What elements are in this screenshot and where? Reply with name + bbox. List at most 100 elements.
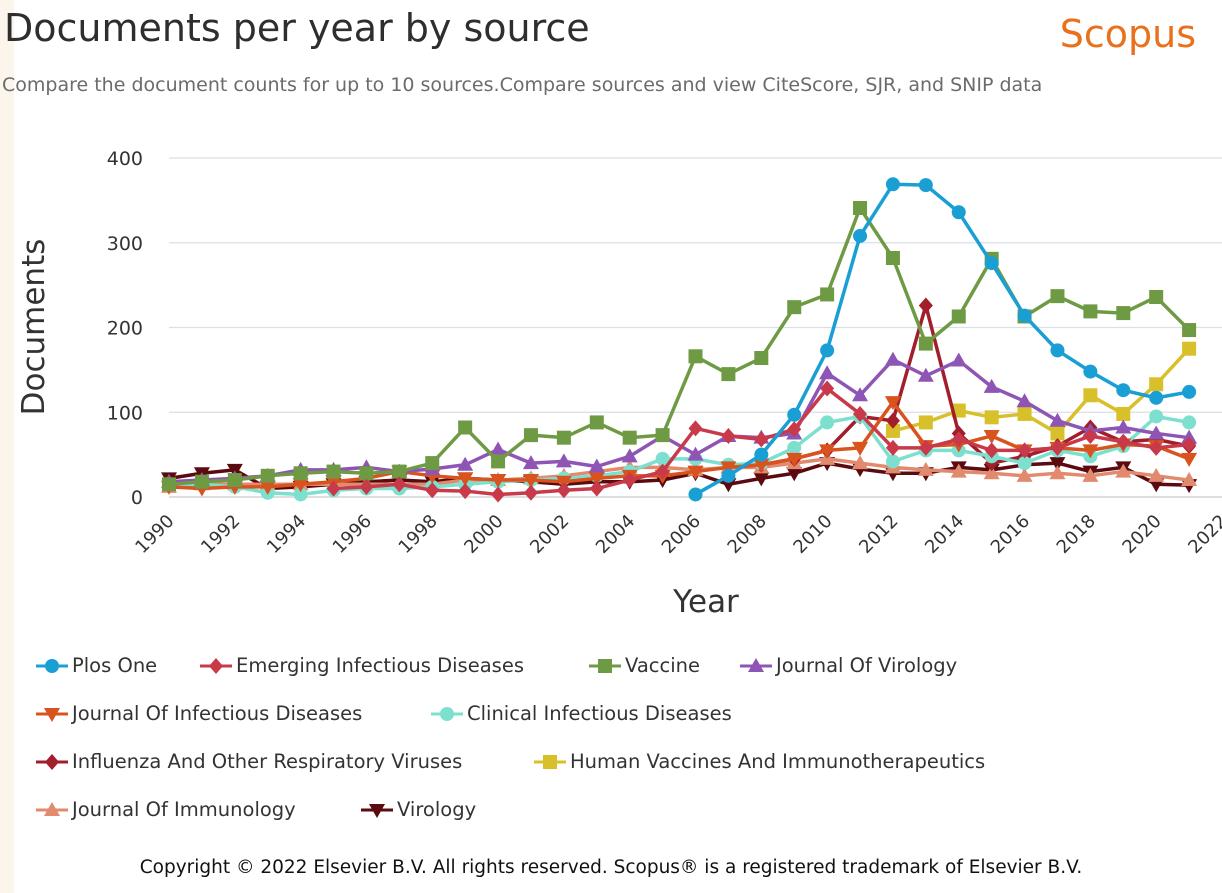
y-tick-label: 400: [107, 148, 143, 170]
data-point-vaccine: [491, 454, 506, 469]
x-tick-label: 2018: [1053, 511, 1100, 558]
legend-label: Journal Of Immunology: [72, 798, 296, 821]
data-point-emerging-infectious-diseases: [951, 431, 966, 448]
series-line-human-vaccines-and-immunotherapeutics: [892, 347, 1191, 436]
y-axis-label: Documents: [16, 239, 52, 416]
data-point-plos-one: [1182, 384, 1197, 399]
data-point-journal-of-infectious-diseases: [852, 441, 869, 456]
data-point-journal-of-virology: [884, 351, 901, 366]
data-point-plos-one: [1149, 390, 1164, 405]
data-point-clinical-infectious-diseases: [655, 451, 670, 466]
data-point-emerging-infectious-diseases: [1182, 436, 1197, 453]
data-point-emerging-infectious-diseases: [425, 482, 440, 499]
data-point-virology: [1049, 457, 1066, 472]
legend-item-vaccine[interactable]: Vaccine: [589, 654, 700, 677]
x-tick-label: 2014: [921, 511, 968, 558]
legend-swatch-marker: [44, 801, 60, 816]
data-point-emerging-infectious-diseases: [853, 405, 868, 422]
legend-label: Journal Of Infectious Diseases: [72, 702, 363, 725]
data-point-human-vaccines-and-immunotherapeutics: [918, 415, 933, 430]
legend-swatch: [36, 753, 68, 770]
data-point-journal-of-virology: [457, 456, 474, 471]
data-point-clinical-infectious-diseases: [1182, 415, 1197, 430]
data-point-journal-of-virology: [522, 455, 539, 470]
data-point-plos-one: [721, 468, 736, 483]
data-point-emerging-infectious-diseases: [984, 442, 999, 459]
data-point-emerging-infectious-diseases: [918, 439, 933, 456]
y-tick-label: 200: [107, 318, 143, 340]
data-point-vaccine: [556, 430, 571, 445]
legend-label: Human Vaccines And Immunotherapeutics: [570, 750, 986, 773]
data-point-human-vaccines-and-immunotherapeutics: [1149, 377, 1164, 392]
data-point-journal-of-infectious-diseases: [292, 478, 309, 493]
series-line-vaccine: [168, 206, 1191, 487]
legend-item-human-vaccines-and-immunotherapeutics[interactable]: Human Vaccines And Immunotherapeutics: [534, 750, 985, 773]
legend-item-influenza-and-other-respiratory-viruses[interactable]: Influenza And Other Respiratory Viruses: [36, 750, 462, 773]
data-point-plos-one: [787, 407, 802, 422]
x-tick-label: 2006: [658, 511, 705, 558]
data-point-journal-of-immunology: [1082, 467, 1099, 482]
data-point-journal-of-virology: [1115, 419, 1132, 434]
data-point-vaccine: [1149, 289, 1164, 304]
data-point-vaccine: [1116, 306, 1131, 321]
legend-swatch: [200, 657, 232, 674]
scopus-logo[interactable]: Scopus: [1059, 12, 1196, 56]
x-tick-label: 2010: [789, 511, 836, 558]
data-point-journal-of-immunology: [1115, 463, 1132, 478]
legend-item-clinical-infectious-diseases[interactable]: Clinical Infectious Diseases: [431, 702, 732, 725]
data-point-vaccine: [853, 201, 868, 216]
legend-item-virology[interactable]: Virology: [361, 798, 476, 821]
legend-swatch-marker: [45, 658, 59, 673]
legend-swatch-marker: [369, 803, 385, 818]
data-point-emerging-infectious-diseases: [622, 472, 637, 489]
data-point-vaccine: [589, 415, 604, 430]
data-point-vaccine: [260, 468, 275, 483]
data-point-vaccine: [1083, 304, 1098, 319]
data-point-plos-one: [853, 228, 868, 243]
legend-item-journal-of-infectious-diseases[interactable]: Journal Of Infectious Diseases: [36, 702, 362, 725]
data-point-vaccine: [820, 287, 835, 302]
data-point-plos-one: [820, 343, 835, 358]
data-point-human-vaccines-and-immunotherapeutics: [1017, 406, 1032, 421]
data-point-human-vaccines-and-immunotherapeutics: [984, 410, 999, 425]
copyright-notice: Copyright © 2022 Elsevier B.V. All right…: [139, 857, 1083, 878]
data-point-vaccine: [885, 251, 900, 266]
data-point-emerging-infectious-diseases: [491, 486, 506, 503]
data-point-clinical-infectious-diseases: [293, 487, 308, 502]
data-point-vaccine: [194, 474, 209, 489]
x-tick-label: 2020: [1118, 511, 1165, 558]
legend-item-journal-of-immunology[interactable]: Journal Of Immunology: [36, 798, 296, 821]
data-point-emerging-infectious-diseases: [392, 476, 407, 493]
data-point-journal-of-virology: [819, 365, 836, 380]
data-point-clinical-infectious-diseases: [1017, 456, 1032, 471]
data-point-journal-of-virology: [852, 387, 869, 402]
data-point-vaccine: [918, 336, 933, 351]
data-point-journal-of-infectious-diseases: [819, 444, 836, 459]
legend-item-emerging-infectious-diseases[interactable]: Emerging Infectious Diseases: [200, 654, 524, 677]
x-tick-label: 2022: [1184, 511, 1222, 558]
legend-item-plos-one[interactable]: Plos One: [36, 654, 157, 677]
x-axis-label: Year: [672, 584, 739, 620]
data-point-journal-of-infectious-diseases: [1082, 444, 1099, 459]
data-point-journal-of-virology: [687, 446, 704, 461]
data-point-journal-of-infectious-diseases: [687, 465, 704, 480]
data-point-vaccine: [227, 473, 242, 488]
legend-swatch-marker: [543, 754, 557, 769]
legend-swatch: [534, 754, 566, 769]
legend-swatch: [431, 706, 463, 721]
data-point-journal-of-virology: [588, 458, 605, 473]
legend-swatch-marker: [748, 657, 764, 672]
legend-item-journal-of-virology[interactable]: Journal Of Virology: [740, 654, 957, 677]
data-point-journal-of-immunology: [1148, 467, 1165, 482]
data-point-vaccine: [523, 428, 538, 443]
data-point-plos-one: [984, 256, 999, 271]
legend-swatch: [36, 707, 68, 722]
data-point-emerging-infectious-diseases: [885, 439, 900, 456]
data-point-emerging-infectious-diseases: [688, 420, 703, 437]
data-point-journal-of-infectious-diseases: [259, 480, 276, 495]
data-point-journal-of-infectious-diseases: [457, 472, 474, 487]
x-tick-label: 1992: [197, 511, 244, 558]
legend-label: Vaccine: [625, 654, 700, 677]
data-point-journal-of-infectious-diseases: [490, 474, 507, 489]
left-edge-strip: [0, 0, 14, 893]
